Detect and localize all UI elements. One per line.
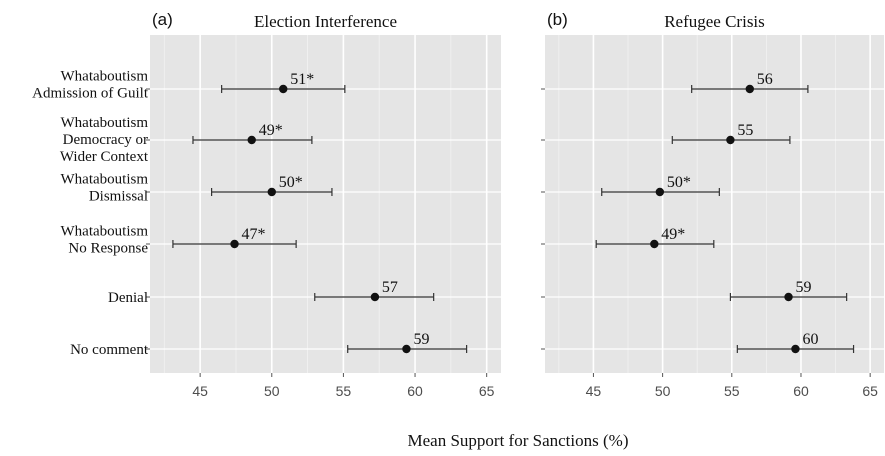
data-point [402, 344, 411, 354]
category-label: Whataboutism No Response [61, 224, 149, 257]
data-point-group: 49* [595, 226, 715, 249]
data-label: 47* [242, 226, 266, 243]
data-label: 59 [796, 279, 812, 296]
data-label: 49* [661, 226, 685, 243]
data-point [791, 344, 800, 354]
category-label-line: Whataboutism [61, 224, 149, 240]
panel-b: 45 50 55 60 65 (b) Refugee Crisis 56 55 50* 49* 59 6… [541, 10, 884, 399]
data-point [726, 135, 735, 145]
x-tick-label: 50 [264, 383, 280, 399]
category-label: No comment [70, 342, 149, 358]
data-point-group: 47* [172, 226, 297, 249]
x-tick-label: 45 [192, 383, 208, 399]
data-point [230, 239, 239, 249]
category-labels: Whataboutism Admission of GuiltWhatabouti… [32, 69, 149, 359]
data-label: 59 [413, 331, 429, 348]
panel-title: Election Interference [254, 12, 397, 31]
data-point [745, 84, 754, 94]
x-tick-label: 45 [586, 383, 602, 399]
data-label: 49* [259, 122, 283, 139]
category-label-line: No Response [68, 241, 148, 257]
category-label: Whataboutism Dismissal [61, 172, 149, 205]
category-label-line: Whataboutism [61, 69, 149, 85]
data-point-group: 51* [221, 71, 346, 94]
data-label: 57 [382, 279, 398, 296]
category-label-line: Whataboutism [61, 115, 149, 131]
panel-label: (a) [152, 10, 173, 29]
data-point [650, 239, 659, 249]
category-label-line: Denial [108, 290, 148, 306]
category-label-line: No comment [70, 342, 149, 358]
data-point-group: 59 [347, 331, 468, 354]
category-label-line: Democracy or [63, 132, 148, 148]
panel-title: Refugee Crisis [664, 12, 765, 31]
category-label-line: Dismissal [89, 189, 148, 205]
data-label: 51* [290, 71, 314, 88]
plot-background [545, 35, 884, 373]
data-point-group: 56 [691, 71, 809, 94]
plot-background [150, 35, 501, 373]
category-label-line: Wider Context [60, 149, 149, 165]
data-label: 56 [757, 71, 773, 88]
data-point-group: 55 [671, 122, 791, 145]
data-point [655, 187, 665, 197]
data-label: 55 [737, 122, 753, 139]
category-label-line: Admission of Guilt [32, 86, 149, 102]
data-point-group: 49* [192, 122, 313, 145]
data-point [279, 84, 288, 94]
data-point [247, 135, 256, 145]
x-axis-label: Mean Support for Sanctions (%) [408, 431, 629, 450]
data-label: 50* [667, 174, 691, 191]
panel-label: (b) [547, 10, 568, 29]
data-point [784, 292, 793, 302]
data-point-group: 60 [736, 331, 855, 354]
data-point-group: 50* [211, 174, 333, 197]
x-tick-label: 60 [407, 383, 423, 399]
x-tick-label: 60 [793, 383, 809, 399]
data-point [370, 292, 380, 302]
x-tick-label: 55 [336, 383, 352, 399]
data-label: 50* [279, 174, 303, 191]
x-tick-label: 55 [724, 383, 740, 399]
data-point-group: 57 [314, 279, 435, 302]
category-label: Whataboutism Democracy or Wider Context [60, 115, 149, 165]
category-label: Whataboutism Admission of Guilt [32, 69, 149, 102]
data-point [267, 187, 276, 197]
x-tick-label: 50 [655, 383, 671, 399]
category-label: Denial [108, 290, 148, 306]
category-label-line: Whataboutism [61, 172, 149, 188]
data-label: 60 [802, 331, 818, 348]
panel-a: 45 50 55 60 65 (a) Election Interference 51* 49*… [146, 10, 501, 399]
x-tick-label: 65 [862, 383, 878, 399]
data-point-group: 59 [729, 279, 848, 302]
data-point-group: 50* [601, 174, 720, 197]
x-tick-label: 65 [479, 383, 495, 399]
